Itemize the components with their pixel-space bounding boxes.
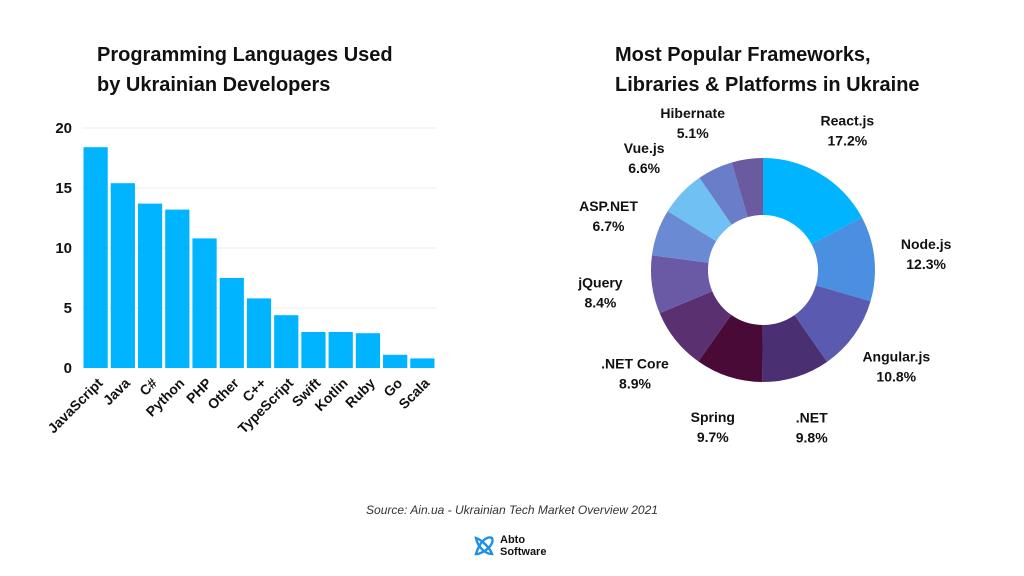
y-tick-label: 20 bbox=[55, 120, 72, 137]
bar bbox=[301, 332, 326, 368]
slice-label-value: 10.8% bbox=[876, 369, 916, 385]
donut-chart-title-line-1: Most Popular Frameworks, bbox=[615, 44, 871, 66]
donut-chart: React.js 17.2% Node.js 12.3% Angular.js 10.8%… bbox=[577, 105, 952, 446]
slice-label-name: Spring bbox=[691, 409, 735, 425]
donut-chart-title-line-2: Libraries & Platforms in Ukraine bbox=[615, 74, 920, 96]
bar bbox=[137, 203, 163, 368]
bar bbox=[192, 238, 217, 368]
slice-label-name: React.js bbox=[821, 112, 875, 128]
slice-label-name: .NET Core bbox=[601, 356, 669, 372]
abto-software-logo-icon bbox=[474, 536, 494, 556]
slice-label-value: 8.9% bbox=[619, 376, 651, 392]
donut-chart-title: Most Popular Frameworks, Libraries & Pla… bbox=[615, 40, 955, 100]
slice-label-name: Angular.js bbox=[862, 349, 930, 365]
slice-label-value: 12.3% bbox=[906, 256, 946, 272]
brand-name-line-2: Software bbox=[500, 546, 547, 558]
brand-name: Abto Software bbox=[500, 534, 546, 558]
brand-name-line-1: Abto bbox=[500, 534, 526, 546]
slice-label-value: 9.7% bbox=[697, 429, 729, 445]
slice-label-value: 8.4% bbox=[584, 295, 616, 311]
donut-slice bbox=[651, 255, 713, 314]
donut-slice bbox=[762, 315, 828, 382]
slice-label-name: Hibernate bbox=[660, 105, 725, 121]
bar bbox=[246, 298, 272, 368]
bar bbox=[274, 315, 299, 368]
bar bbox=[328, 332, 353, 368]
bar-chart-title: Programming Languages Used by Ukrainian … bbox=[97, 40, 427, 100]
slice-label-name: Node.js bbox=[901, 236, 952, 252]
donut-slice bbox=[651, 211, 717, 263]
y-tick-label: 15 bbox=[55, 180, 72, 197]
slice-label-value: 9.8% bbox=[796, 430, 828, 446]
bar-chart-title-line-1: Programming Languages Used bbox=[97, 44, 393, 66]
bar bbox=[383, 354, 408, 368]
donut-slice bbox=[811, 217, 876, 302]
bar bbox=[83, 147, 108, 368]
slice-label-name: jQuery bbox=[577, 275, 623, 291]
donut-slice bbox=[731, 158, 763, 218]
y-tick-label: 10 bbox=[55, 240, 72, 257]
slice-label-name: .NET bbox=[796, 410, 828, 426]
donut-slice bbox=[659, 291, 732, 362]
bar bbox=[410, 358, 435, 368]
bar bbox=[355, 333, 381, 368]
y-tick-label: 0 bbox=[64, 360, 72, 377]
bar bbox=[165, 209, 190, 368]
slice-label-value: 6.7% bbox=[593, 218, 625, 234]
slice-label-value: 5.1% bbox=[677, 125, 709, 141]
bar bbox=[110, 183, 135, 368]
donut-slice bbox=[763, 158, 862, 245]
donut-slice bbox=[698, 314, 763, 382]
slice-label-name: ASP.NET bbox=[579, 198, 638, 214]
donut-slice bbox=[667, 177, 732, 242]
bar-chart-title-line-2: by Ukrainian Developers bbox=[97, 74, 331, 96]
bar bbox=[219, 278, 244, 368]
slice-label-name: Vue.js bbox=[624, 140, 665, 156]
source-note: Source: Ain.ua - Ukrainian Tech Market O… bbox=[366, 503, 658, 517]
slice-label-value: 17.2% bbox=[828, 132, 868, 148]
brand-logo: Abto Software bbox=[472, 534, 562, 558]
donut-slice bbox=[699, 162, 748, 225]
y-tick-label: 5 bbox=[64, 300, 72, 317]
donut-slice bbox=[794, 285, 871, 362]
slice-label-value: 6.6% bbox=[628, 160, 660, 176]
